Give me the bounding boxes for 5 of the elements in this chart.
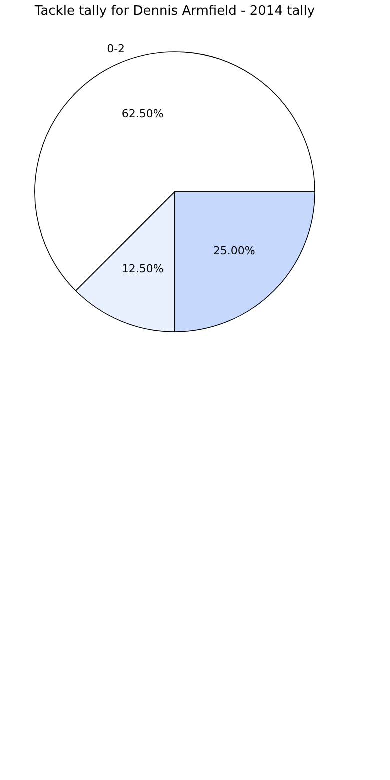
data-label: 25.00% — [213, 244, 256, 258]
slice-label: 0-2 — [107, 42, 126, 56]
chart-title: Tackle tally for Dennis Armfield - 2014 tally — [34, 4, 316, 19]
data-label: 12.50% — [122, 262, 164, 276]
data-label: 62.50% — [122, 107, 164, 120]
